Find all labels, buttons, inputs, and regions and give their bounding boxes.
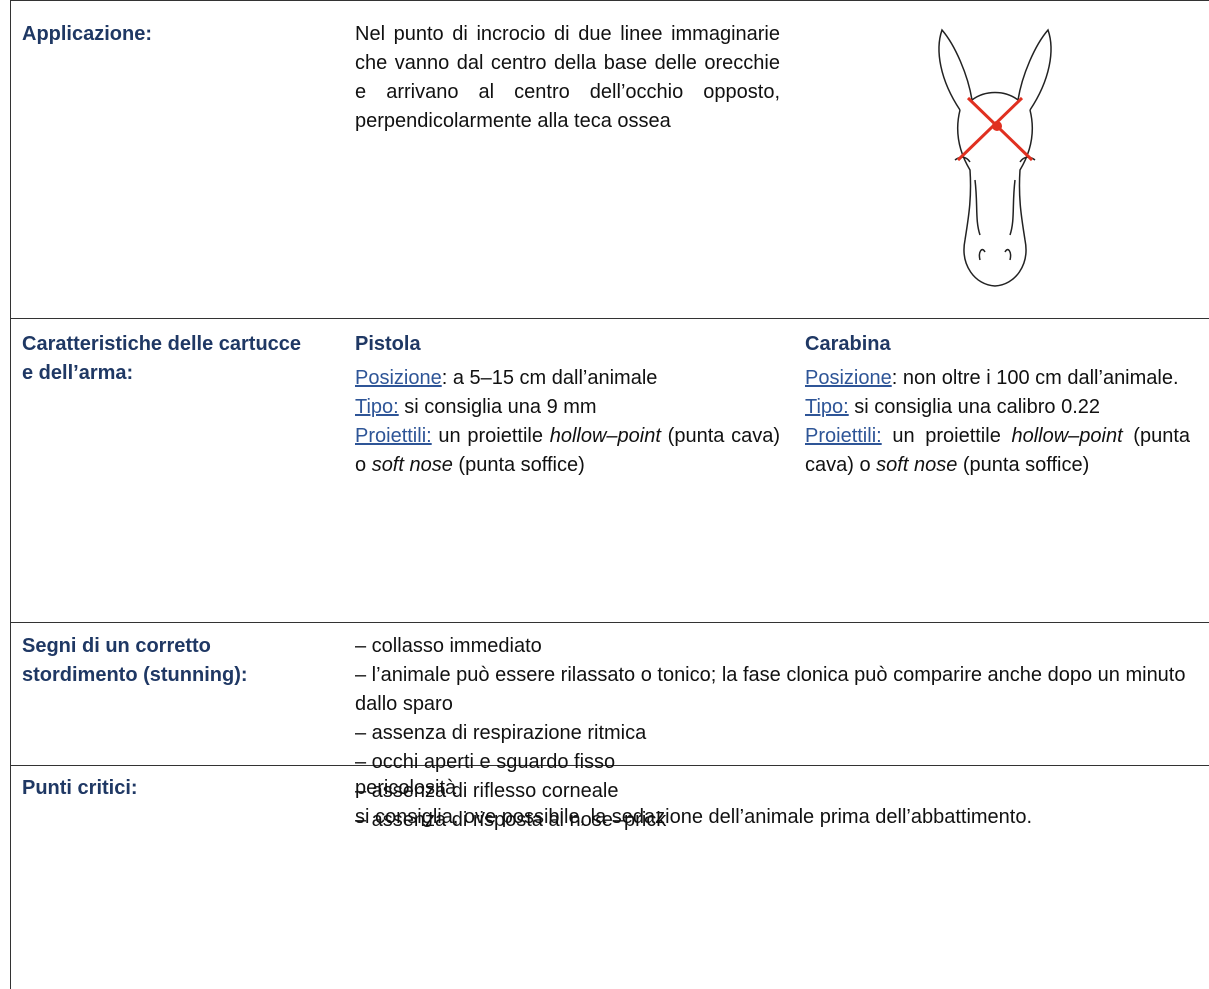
- item: Posizione: non oltre i 100 cm dall’anima…: [805, 364, 1190, 393]
- rule: [10, 622, 1209, 623]
- list-item: – assenza di riflesso corneale: [355, 780, 619, 802]
- item: Tipo: si consiglia una calibro 0.22: [805, 393, 1190, 422]
- item: Proiettili: un proiettile hollow–point (…: [805, 422, 1190, 480]
- row-label: Caratteristiche delle cartucce e dell’ar…: [22, 333, 302, 384]
- list-item: – occhi aperti e sguardo fisso: [355, 751, 616, 773]
- item: Tipo: si consiglia una 9 mm: [355, 393, 780, 422]
- item-label: Tipo:: [355, 396, 399, 418]
- list: pericolosità si consiglia, ove possibile,…: [355, 774, 1195, 832]
- item: Posizione: a 5–15 cm dall’animale: [355, 364, 780, 393]
- item-text: un proiettile: [431, 425, 550, 447]
- rule: [10, 0, 1209, 1]
- rule: [10, 765, 1209, 766]
- item-label: Tipo:: [805, 396, 849, 418]
- row-label: Segni di un corretto stordimento (stunni…: [22, 635, 248, 686]
- item-text: (punta cava) o: [355, 425, 781, 476]
- list-item: – assenza di respirazione ritmica: [355, 722, 647, 744]
- list: – collasso immediato – l’animale può esse…: [355, 632, 1205, 835]
- item-label: Proiettili:: [805, 425, 882, 447]
- list-item: pericolosità: [355, 777, 457, 799]
- item-text: si consiglia una 9 mm: [398, 396, 597, 418]
- rule: [10, 318, 1209, 319]
- item-text: (punta soffice): [957, 454, 1090, 476]
- item-text: soft nose: [371, 454, 453, 476]
- item-text: (punta soffice): [452, 454, 585, 476]
- item-text: si consiglia una calibro 0.22: [848, 396, 1100, 418]
- item-label: Proiettili:: [355, 425, 432, 447]
- list-item: – l’animale può essere rilassato o tonic…: [355, 664, 1186, 715]
- column-title: Pistola: [355, 333, 421, 355]
- item-label: Posizione: [355, 367, 442, 389]
- rule: [10, 0, 11, 989]
- item-text: : non oltre i 100 cm dall’animale.: [891, 367, 1179, 389]
- column: Carabina Posizione: non oltre i 100 cm da…: [805, 330, 1190, 480]
- item-text: : a 5–15 cm dall’animale: [441, 367, 658, 389]
- item-text: un proiettile: [881, 425, 1012, 447]
- list-item: – collasso immediato: [355, 635, 542, 657]
- item-text: hollow–point: [1011, 425, 1123, 447]
- item-text: (punta cava) o: [805, 425, 1190, 476]
- item-label: Posizione: [805, 367, 892, 389]
- item-text: hollow–point: [549, 425, 661, 447]
- row-label: Punti critici:: [22, 777, 138, 799]
- row-label: Applicazione:: [22, 23, 153, 45]
- list-item: – assenza di risposta al nose–prick: [355, 809, 667, 831]
- horse-head-illustration: [938, 28, 1052, 287]
- item: Proiettili: un proiettile hollow–point (…: [355, 422, 780, 480]
- item-text: soft nose: [876, 454, 958, 476]
- column: Pistola Posizione: a 5–15 cm dall’animale…: [355, 330, 780, 480]
- row-text: Nel punto di incrocio di due linee immag…: [355, 23, 780, 132]
- list-item: si consiglia, ove possibile, la sedazion…: [355, 806, 1033, 828]
- column-title: Carabina: [805, 333, 891, 355]
